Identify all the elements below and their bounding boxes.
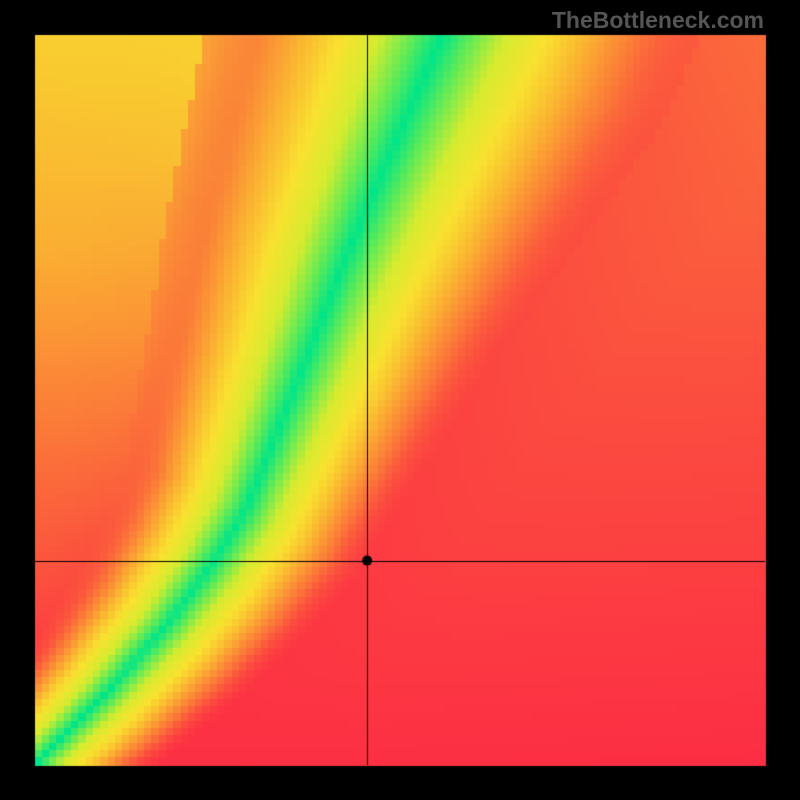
watermark-text: TheBottleneck.com xyxy=(552,7,764,34)
heatmap-canvas xyxy=(0,0,800,800)
figure-root: TheBottleneck.com xyxy=(0,0,800,800)
